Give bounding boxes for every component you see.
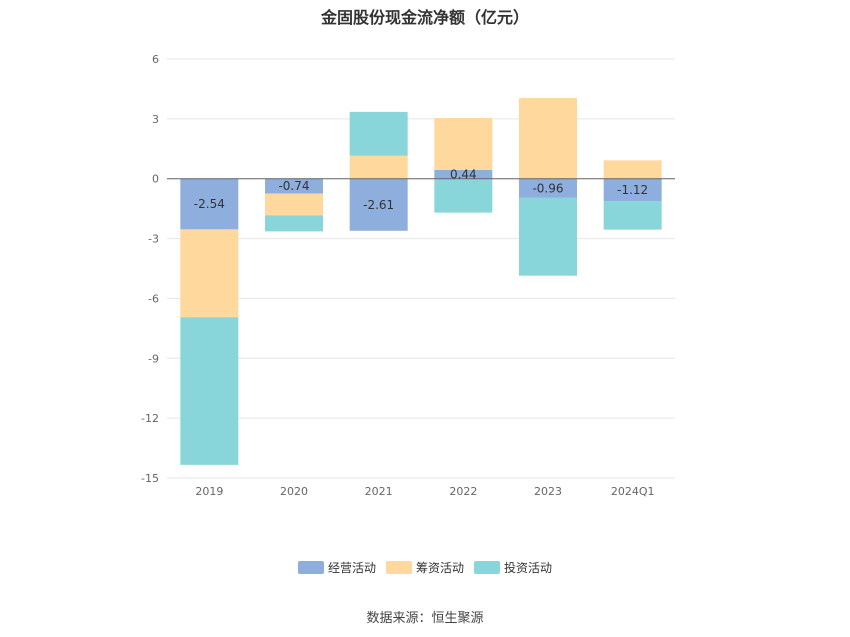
- x-tick-label: 2024Q1: [611, 485, 655, 498]
- bar-segment: [519, 178, 577, 198]
- legend-label: 筹资活动: [416, 561, 464, 575]
- bar-segment: [434, 118, 493, 170]
- x-tick-label: 2021: [365, 485, 393, 498]
- data-label: -2.61: [363, 198, 394, 212]
- axis-layer: 6 3 0 -3 -6 -9 -12 -15 2019 2020 2021 2022 2023 2024Q…: [141, 53, 675, 498]
- data-label: -0.96: [532, 181, 563, 195]
- bar-segment: [519, 197, 577, 276]
- y-tick-label: 0: [152, 173, 159, 186]
- data-label: -0.74: [278, 179, 309, 193]
- data-label: 0.44: [450, 167, 477, 181]
- data-source-note: 数据来源：恒生聚源: [366, 611, 484, 626]
- bar-segment: [519, 97, 577, 179]
- legend-swatch: [386, 561, 412, 574]
- bar-segment: [603, 201, 662, 230]
- chart-title: 金固股份现金流净额（亿元）: [320, 8, 529, 27]
- grid-layer: [167, 58, 675, 479]
- bar-segment: [349, 111, 408, 156]
- bar-segment: [265, 178, 323, 194]
- bar-segment: [265, 193, 323, 216]
- legend-label: 投资活动: [504, 560, 552, 575]
- y-tick-label: -15: [141, 472, 159, 485]
- y-tick-label: -9: [148, 352, 159, 365]
- x-tick-label: 2020: [280, 485, 308, 498]
- bar-segment: [603, 178, 662, 202]
- y-tick-label: -3: [148, 233, 159, 246]
- bar-segment: [180, 178, 239, 230]
- bar-segment: [180, 229, 239, 318]
- data-label: -2.54: [194, 197, 225, 211]
- x-tick-label: 2022: [449, 485, 477, 498]
- legend-label: 经营活动: [328, 561, 376, 575]
- y-tick-label: 6: [152, 53, 159, 66]
- bar-segment: [349, 155, 408, 179]
- legend: 经营活动 筹资活动 投资活动: [298, 560, 552, 575]
- x-tick-label: 2023: [534, 485, 562, 498]
- label-layer: -2.54 -0.74 -2.61 0.44 -0.96 -1.12: [194, 167, 648, 211]
- legend-swatch: [474, 561, 500, 574]
- bar-segment: [180, 317, 239, 465]
- legend-swatch: [298, 561, 324, 574]
- bar-segment: [434, 169, 493, 179]
- y-tick-label: 3: [152, 113, 159, 126]
- x-tick-label: 2019: [195, 485, 223, 498]
- bar-segment: [603, 160, 662, 179]
- bar-segment: [434, 178, 493, 213]
- y-tick-label: -6: [148, 292, 159, 305]
- bar-layer: [180, 97, 662, 465]
- y-tick-label: -12: [141, 412, 159, 425]
- data-label: -1.12: [617, 183, 648, 197]
- bar-segment: [349, 178, 408, 231]
- bar-segment: [265, 215, 323, 232]
